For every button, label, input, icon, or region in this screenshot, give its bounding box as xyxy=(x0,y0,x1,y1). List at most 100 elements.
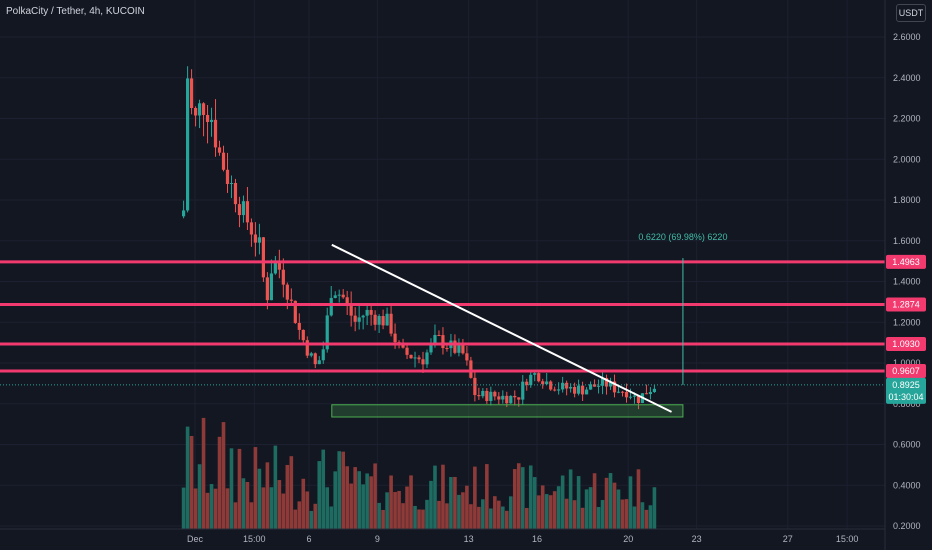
candle-body xyxy=(628,396,633,398)
candle-body xyxy=(553,389,557,391)
y-tick-label: 0.2000 xyxy=(893,521,921,531)
candle-body xyxy=(569,386,573,389)
candle-body xyxy=(217,147,222,153)
volume-bar xyxy=(221,422,226,529)
candle-body xyxy=(604,378,609,387)
volume-bar xyxy=(325,487,330,529)
candle-body xyxy=(189,78,194,109)
candle-body xyxy=(405,347,409,355)
volume-bar xyxy=(181,487,186,529)
volume-bar xyxy=(604,477,609,529)
candle-body xyxy=(269,273,273,301)
volume-bar xyxy=(568,469,573,529)
volume-bar xyxy=(261,487,266,529)
candle-body xyxy=(365,309,369,316)
horizontal-levels[interactable] xyxy=(0,260,885,386)
drawings[interactable]: 0.6220 (69.98%) 6220 xyxy=(331,232,728,418)
candle-body xyxy=(648,392,653,395)
volume-bar xyxy=(461,492,465,529)
candle-body xyxy=(325,315,329,350)
y-tick-label: 1.4000 xyxy=(893,277,921,287)
candle-body xyxy=(293,300,297,323)
volume-bar xyxy=(361,484,365,529)
volume-bar xyxy=(481,499,485,529)
volume-bar xyxy=(393,492,397,529)
time-axis[interactable]: Dec 15:00 6 9 13 16 20 23 27 15:00 xyxy=(187,534,858,544)
volume-bar xyxy=(353,467,357,529)
level-price-label: 1.2874 xyxy=(892,299,920,309)
x-tick-label: 13 xyxy=(464,534,474,544)
level-price-label: 1.4963 xyxy=(892,257,920,267)
level-price-label: 1.0930 xyxy=(892,339,920,349)
current-price-tag xyxy=(886,377,926,404)
candle-body xyxy=(577,385,581,394)
volume-bar xyxy=(197,464,202,529)
volume-bar xyxy=(237,448,242,529)
volume-bar xyxy=(644,509,649,529)
volume-bar xyxy=(309,510,314,529)
volume-bar xyxy=(413,505,417,529)
volume-bar xyxy=(269,487,274,529)
volume-bar xyxy=(281,493,286,529)
volume-bar xyxy=(213,488,218,529)
volume-bar xyxy=(377,502,381,529)
level-price-tag xyxy=(886,254,926,269)
candle-body xyxy=(321,349,325,361)
candle-body xyxy=(369,309,373,315)
candles xyxy=(182,66,657,410)
candle-body xyxy=(465,353,469,361)
candle-body xyxy=(441,335,445,349)
volume-bar xyxy=(405,486,409,529)
level-price-tag xyxy=(886,297,926,312)
volume-bar xyxy=(193,488,198,529)
candle-body xyxy=(417,357,421,360)
candle-body xyxy=(381,316,385,326)
x-tick-label: 6 xyxy=(306,534,311,544)
volume-bar xyxy=(532,477,537,529)
candle-body xyxy=(225,169,230,184)
candle-body xyxy=(636,395,641,403)
y-tick-label: 2.6000 xyxy=(893,32,921,42)
candle-body xyxy=(389,313,393,334)
currency-button[interactable]: USDT xyxy=(896,4,926,22)
trend-line[interactable] xyxy=(331,243,672,413)
volume-bar xyxy=(449,477,453,529)
volume-bar xyxy=(389,475,393,529)
volume-bar xyxy=(584,489,589,529)
level-price-label: 0.9607 xyxy=(892,366,920,376)
y-tick-label: 2.2000 xyxy=(893,114,921,124)
volume-bar xyxy=(301,478,306,529)
candle-body xyxy=(221,152,226,170)
candle-body xyxy=(469,360,473,378)
candle-body xyxy=(185,78,190,211)
volume-bar xyxy=(588,487,593,529)
volume-bar xyxy=(373,463,377,529)
volume-bar xyxy=(401,503,405,529)
volume-bar xyxy=(313,503,318,529)
volume-bar xyxy=(257,468,262,529)
volume-bar xyxy=(493,496,497,529)
volume-bar xyxy=(552,491,557,529)
candle-body xyxy=(433,334,437,344)
measure-label: 0.6220 (69.98%) 6220 xyxy=(638,232,727,242)
volume-bar xyxy=(265,462,270,529)
candle-body xyxy=(473,377,477,396)
volume-bar xyxy=(317,461,322,529)
candle-body xyxy=(493,391,497,397)
candle-body xyxy=(545,381,549,385)
candle-body xyxy=(285,284,289,300)
volume-bar xyxy=(596,506,601,529)
symbol-title[interactable]: PolkaCity / Tether, 4h, KUCOIN xyxy=(6,6,145,17)
candle-body xyxy=(652,388,657,393)
candle-body xyxy=(213,119,218,148)
volume-bar xyxy=(333,471,338,529)
candle-body xyxy=(632,395,637,397)
volume-bars xyxy=(181,417,657,529)
candle-body xyxy=(533,373,537,375)
candle-body xyxy=(249,222,254,235)
volume-bar xyxy=(329,506,334,529)
support-zone[interactable] xyxy=(331,404,684,418)
x-tick-label: 20 xyxy=(623,534,633,544)
